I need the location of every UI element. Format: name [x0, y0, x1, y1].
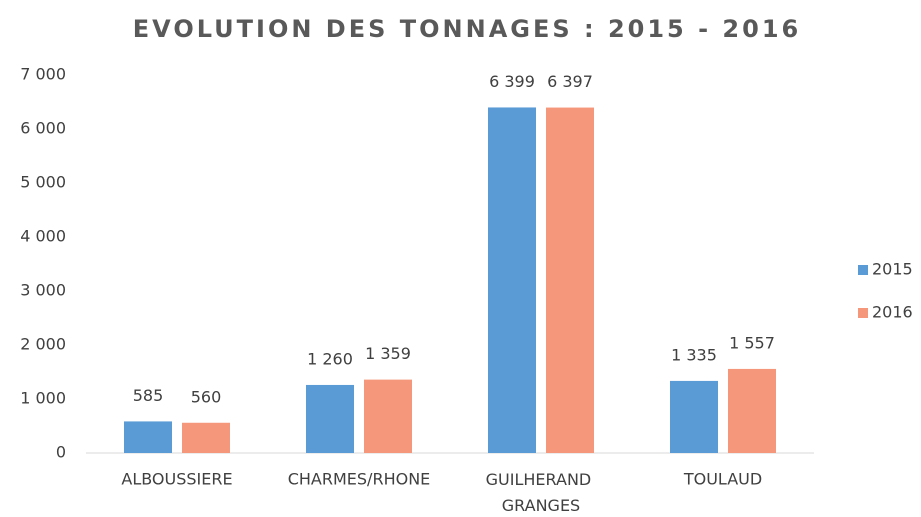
bar	[728, 368, 776, 453]
legend-swatch	[858, 308, 868, 318]
value-label: 6 399	[489, 72, 535, 91]
x-tick-label: TOULAUD	[683, 470, 762, 489]
value-label: 1 335	[671, 345, 717, 364]
y-tick-label: 2 000	[20, 335, 66, 354]
y-tick-label: 0	[56, 443, 66, 462]
x-tick-label: ALBOUSSIERE	[121, 470, 232, 489]
y-tick-label: 1 000	[20, 389, 66, 408]
value-label: 1 359	[365, 344, 411, 363]
x-tick-label: GUILHERAND GRANGES	[486, 470, 597, 515]
bar	[124, 421, 172, 453]
y-tick-label: 3 000	[20, 281, 66, 300]
bar	[488, 107, 536, 453]
legend-label: 2016	[872, 303, 913, 322]
y-tick-label: 5 000	[20, 173, 66, 192]
legend-swatch	[858, 265, 868, 275]
bar	[364, 379, 412, 453]
y-tick-label: 6 000	[20, 119, 66, 138]
y-tick-label: 7 000	[20, 65, 66, 84]
value-label: 1 557	[729, 333, 775, 352]
value-label: 560	[191, 387, 222, 406]
chart-title: EVOLUTION DES TONNAGES : 2015 - 2016	[133, 15, 801, 43]
bar	[546, 107, 594, 453]
bar	[182, 422, 230, 453]
value-label: 1 260	[307, 349, 353, 368]
value-label: 585	[133, 386, 164, 405]
bar	[306, 384, 354, 453]
bar	[670, 380, 718, 453]
y-tick-label: 4 000	[20, 227, 66, 246]
x-tick-label: CHARMES/RHONE	[288, 470, 431, 489]
value-label: 6 397	[547, 72, 593, 91]
legend-label: 2015	[872, 260, 913, 279]
